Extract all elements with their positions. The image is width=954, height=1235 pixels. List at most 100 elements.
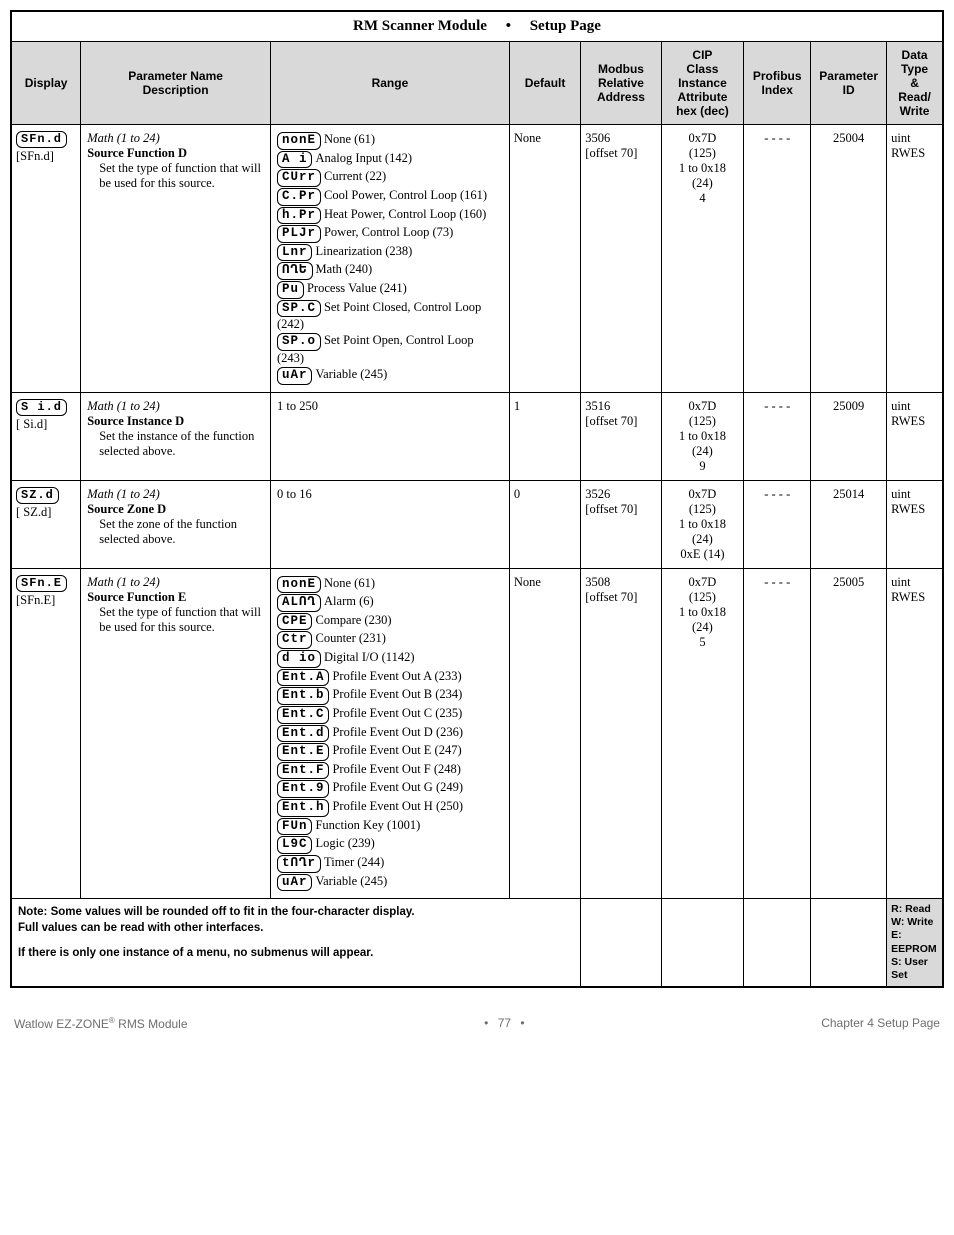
cip-l4: (24) <box>666 444 740 459</box>
display-bracket: [ SZ.d] <box>16 505 51 519</box>
range-cell: nonENone (61)ALՈՂAlarm (6) CPECompare (2… <box>270 568 509 899</box>
pname-italic: Math (1 to 24) <box>87 487 264 502</box>
range-option: CPECompare (230) <box>277 613 503 631</box>
table-row: SFn.E[SFn.E]Math (1 to 24)Source Functio… <box>12 568 943 899</box>
hdr-pname-l2: Description <box>143 83 209 97</box>
range-option-seg: Ent.A <box>277 669 330 687</box>
range-option-seg: FUn <box>277 818 313 836</box>
range-option: d ioDigital I/O (1142) <box>277 650 503 668</box>
hdr-cip-l5: hex (dec) <box>676 104 729 118</box>
paramid-value: 25005 <box>833 575 864 589</box>
cip-l5: 5 <box>666 635 740 650</box>
hdr-dtype: Data Type & Read/ Write <box>887 42 943 125</box>
pname-desc: Set the type of function that will be us… <box>87 161 264 191</box>
range-option-text: Profile Event Out D (236) <box>332 725 463 739</box>
dtype-cell: uintRWES <box>887 480 943 568</box>
range-option-text: Logic (239) <box>315 836 374 850</box>
cip-l2: (125) <box>666 146 740 161</box>
range-option-text: Counter (231) <box>315 631 385 645</box>
hdr-profibus-l1: Profibus <box>753 69 802 83</box>
range-option-seg: SP.o <box>277 333 321 351</box>
range-option-text: Linearization (238) <box>315 244 412 258</box>
modbus-l1: 3506 <box>585 131 656 146</box>
pname-cell: Math (1 to 24)Source Function ESet the t… <box>81 568 271 899</box>
cip-cell: 0x7D(125)1 to 0x18(24)9 <box>661 392 744 480</box>
page-title-b: Setup Page <box>530 18 601 34</box>
cip-l2: (125) <box>666 502 740 517</box>
range-option-text: Heat Power, Control Loop (160) <box>324 207 486 221</box>
range-option-seg: Ctr <box>277 631 313 649</box>
dtype-l1: uint <box>891 131 938 146</box>
range-option: h.PrHeat Power, Control Loop (160) <box>277 207 503 225</box>
display-seg: SZ.d <box>16 487 59 504</box>
hdr-modbus-l3: Address <box>597 90 645 104</box>
range-option-seg: Lnr <box>277 244 313 262</box>
range-option: tՈՂrTimer (244) <box>277 855 503 873</box>
cip-l2: (125) <box>666 414 740 429</box>
dtype-l1: uint <box>891 575 938 590</box>
range-option-seg: CUrr <box>277 169 321 187</box>
hdr-modbus: Modbus Relative Address <box>581 42 661 125</box>
range-option-text: Variable (245) <box>315 874 387 888</box>
range-option: CUrrCurrent (22) <box>277 169 503 187</box>
range-option-seg: Ent.C <box>277 706 330 724</box>
dtype-l1: uint <box>891 487 938 502</box>
hdr-pname: Parameter Name Description <box>81 42 271 125</box>
default-cell: None <box>509 125 580 393</box>
display-bracket: [ Si.d] <box>16 417 47 431</box>
modbus-l2: [offset 70] <box>585 590 656 605</box>
paramid-value: 25004 <box>833 131 864 145</box>
profibus-cell: - - - - <box>744 125 811 393</box>
note-row: Note: Some values will be rounded off to… <box>12 899 943 987</box>
range-option-text: Profile Event Out G (249) <box>332 780 463 794</box>
range-option-seg: uAr <box>277 367 313 385</box>
cip-l2: (125) <box>666 590 740 605</box>
range-option-text: Process Value (241) <box>307 281 407 295</box>
range-option: Ent.AProfile Event Out A (233) <box>277 669 503 687</box>
profibus-value: - - - - <box>764 487 790 501</box>
cip-l4: (24) <box>666 176 740 191</box>
hdr-cip: CIP Class Instance Attribute hex (dec) <box>661 42 744 125</box>
range-option-seg: nonE <box>277 576 321 594</box>
range-option-text: Current (22) <box>324 169 386 183</box>
range-option: LnrLinearization (238) <box>277 244 503 262</box>
dtype-cell: uintRWES <box>887 392 943 480</box>
range-option-text: Profile Event Out H (250) <box>332 799 463 813</box>
modbus-l2: [offset 70] <box>585 502 656 517</box>
profibus-cell: - - - - <box>744 480 811 568</box>
pname-bold: Source Function D <box>87 146 264 161</box>
hdr-dtype-l3: & <box>910 76 919 90</box>
range-option-text: Profile Event Out A (233) <box>332 669 461 683</box>
paramid-value: 25009 <box>833 399 864 413</box>
footer-mid-num: 77 <box>498 1016 511 1030</box>
note-empty-4 <box>811 899 887 987</box>
range-option: PLJrPower, Control Loop (73) <box>277 225 503 243</box>
modbus-l2: [offset 70] <box>585 414 656 429</box>
range-option-text: Analog Input (142) <box>315 151 412 165</box>
range-option-seg: Ent.9 <box>277 780 330 798</box>
hdr-paramid: Parameter ID <box>811 42 887 125</box>
modbus-l2: [offset 70] <box>585 146 656 161</box>
range-option: Ent.CProfile Event Out C (235) <box>277 706 503 724</box>
legend-l2: W: Write <box>891 916 938 929</box>
range-option-text: Profile Event Out B (234) <box>332 687 462 701</box>
profibus-cell: - - - - <box>744 392 811 480</box>
cip-l1: 0x7D <box>666 399 740 414</box>
cip-l3: 1 to 0x18 <box>666 517 740 532</box>
range-option: SP.oSet Point Open, Control Loop (243) <box>277 333 503 366</box>
pname-bold: Source Function E <box>87 590 264 605</box>
hdr-range: Range <box>270 42 509 125</box>
title-row: RM Scanner Module • Setup Page <box>12 12 943 42</box>
range-option: SP.CSet Point Closed, Control Loop (242) <box>277 300 503 333</box>
modbus-l1: 3516 <box>585 399 656 414</box>
range-option: FUnFunction Key (1001) <box>277 818 503 836</box>
modbus-cell: 3508[offset 70] <box>581 568 661 899</box>
paramid-cell: 25014 <box>811 480 887 568</box>
pname-italic: Math (1 to 24) <box>87 131 264 146</box>
default-cell: None <box>509 568 580 899</box>
legend-cell: R: Read W: Write E: EEPROM S: User Set <box>887 899 943 987</box>
range-option: L9CLogic (239) <box>277 836 503 854</box>
display-seg: S i.d <box>16 399 67 416</box>
paramid-value: 25014 <box>833 487 864 501</box>
range-option-seg: Ent.h <box>277 799 330 817</box>
